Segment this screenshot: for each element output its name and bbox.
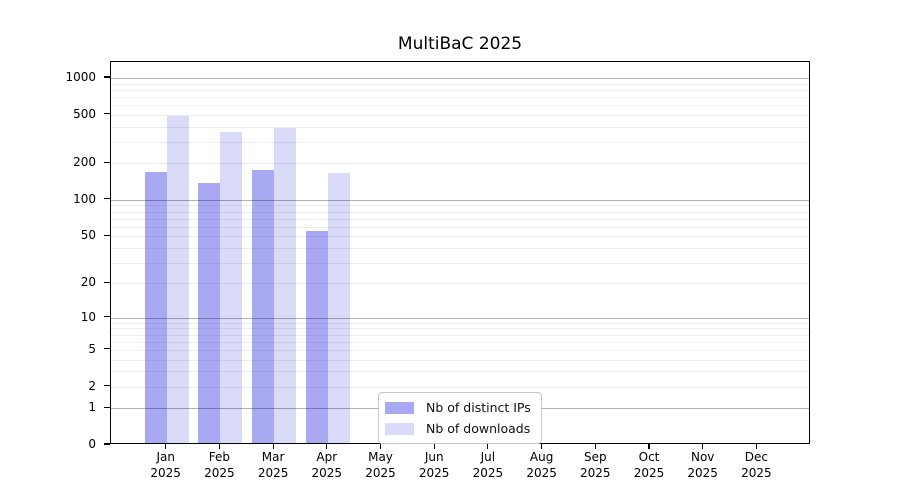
x-tick-mark-aug [541,444,543,449]
legend-label-downloads: Nb of downloads [426,421,531,436]
x-tick-mark-feb [218,444,220,449]
y-tick-label-50: 50 [80,228,96,243]
x-tick-label-nov: Nov 2025 [687,450,718,480]
x-tick-label-aug: Aug 2025 [526,450,557,480]
gridline-1000 [111,78,809,79]
x-tick-label-mar: Mar 2025 [257,450,289,480]
x-tick-mark-sep [594,444,596,449]
y-tick-mark-200 [104,161,110,163]
bar-nb-of-distinct-ips-feb [198,182,221,443]
gridline-5 [111,349,809,351]
x-tick-label-may: May 2025 [365,450,396,480]
gridline-600 [111,105,809,107]
bar-nb-of-distinct-ips-mar [252,169,275,443]
gridline-2 [111,386,809,388]
y-tick-mark-500 [104,113,110,115]
y-tick-mark-2 [104,385,110,387]
bar-nb-of-downloads-feb [220,132,243,443]
x-tick-mark-jan [165,444,167,449]
legend-item-downloads: Nb of downloads [385,421,531,436]
legend-label-distinct-ips: Nb of distinct IPs [426,400,531,415]
gridline-900 [111,83,809,85]
gridline-80 [111,211,809,213]
y-tick-label-1000: 1000 [65,70,96,84]
bar-nb-of-downloads-jan [166,116,189,443]
x-tick-label-jan: Jan 2025 [150,450,181,480]
y-tick-label-500: 500 [73,106,96,121]
x-tick-mark-jul [487,444,489,449]
x-tick-label-apr: Apr 2025 [311,450,343,480]
gridline-500 [111,114,809,116]
y-tick-mark-1 [104,406,110,408]
bar-nb-of-distinct-ips-apr [305,231,328,443]
legend: Nb of distinct IPs Nb of downloads [378,392,542,444]
gridline-20 [111,283,809,285]
y-tick-mark-0 [104,443,110,445]
downloads-swatch [385,422,414,435]
y-tick-mark-50 [104,234,110,236]
bar-nb-of-downloads-mar [274,127,297,443]
y-tick-label-100: 100 [73,191,96,206]
x-tick-label-jun: Jun 2025 [418,450,450,480]
gridline-400 [111,126,809,128]
gridline-30 [111,262,809,264]
gridline-10 [111,317,809,319]
gridline-200 [111,163,809,165]
y-tick-label-0: 0 [88,437,96,451]
gridline-8 [111,328,809,330]
x-tick-mark-nov [702,444,704,449]
gridline-60 [111,226,809,228]
y-tick-mark-1000 [104,76,110,78]
y-tick-label-1: 1 [88,400,96,415]
gridline-90 [111,205,809,207]
y-tick-mark-5 [104,348,110,350]
y-tick-mark-100 [104,198,110,200]
gridline-40 [111,247,809,249]
y-tick-label-200: 200 [73,155,96,170]
legend-item-distinct-ips: Nb of distinct IPs [385,400,531,415]
x-tick-mark-jun [433,444,435,449]
gridline-50 [111,236,809,238]
gridline-9 [111,322,809,324]
x-tick-label-dec: Dec 2025 [741,450,772,480]
x-tick-mark-mar [272,444,274,449]
gridline-7 [111,334,809,336]
gridline-700 [111,97,809,98]
gridline-4 [111,359,809,361]
gridline-6 [111,341,809,343]
x-tick-label-feb: Feb 2025 [204,450,235,480]
distinct-ips-swatch [385,401,414,414]
gridline-70 [111,218,809,220]
x-tick-mark-oct [648,444,650,449]
y-tick-label-2: 2 [88,378,96,393]
gridline-300 [111,141,809,143]
bar-nb-of-distinct-ips-jan [144,171,167,443]
x-tick-mark-may [379,444,382,449]
gridline-800 [111,89,809,91]
y-tick-mark-20 [104,281,110,283]
y-tick-mark-10 [104,316,110,318]
x-tick-label-jul: Jul 2025 [472,450,504,480]
y-tick-label-20: 20 [80,275,96,290]
gridline-100 [111,199,809,201]
x-tick-mark-apr [326,444,328,449]
y-tick-label-10: 10 [80,309,96,324]
plot-area [110,61,810,444]
y-tick-label-5: 5 [88,341,96,356]
chart-title: MultiBaC 2025 [397,34,523,54]
x-tick-label-sep: Sep 2025 [580,450,611,480]
x-tick-mark-dec [755,444,757,449]
bar-nb-of-downloads-apr [327,172,350,443]
x-tick-label-oct: Oct 2025 [633,450,665,480]
gridline-3 [111,371,809,373]
